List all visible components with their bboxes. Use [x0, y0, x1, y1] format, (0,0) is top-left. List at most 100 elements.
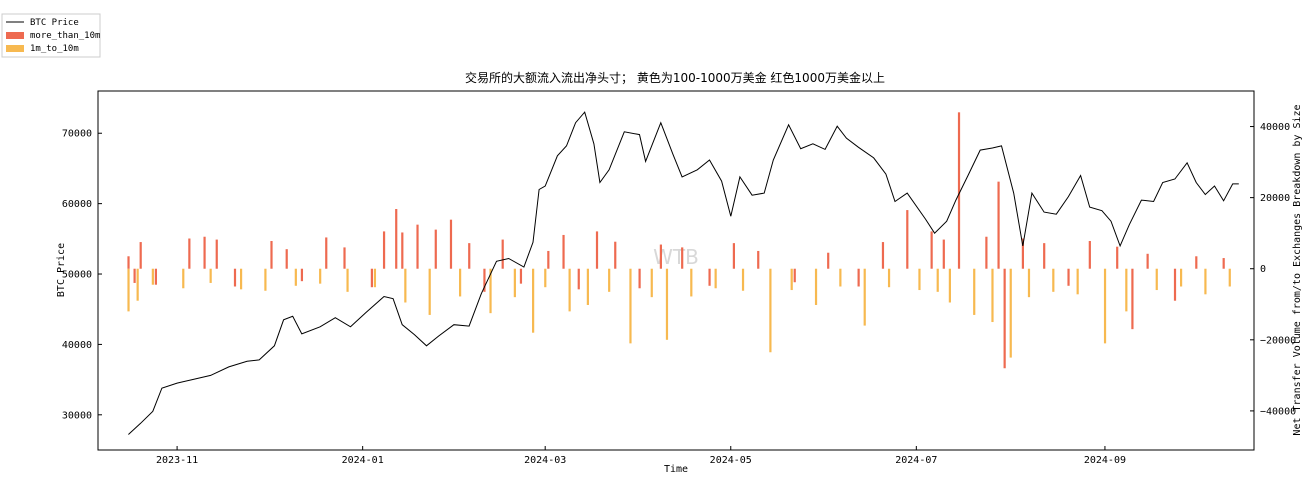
- bar-more-than-10m: [562, 234, 565, 269]
- y-left-axis-title: BTC Price: [56, 243, 67, 297]
- bar-1m-to-10m: [863, 268, 866, 326]
- bar-1m-to-10m: [459, 268, 462, 297]
- bar-1m-to-10m: [814, 268, 818, 305]
- bar-1m-to-10m: [136, 268, 139, 301]
- bar-more-than-10m: [401, 232, 404, 269]
- plot-frame: [97, 90, 1255, 451]
- bar-more-than-10m: [233, 268, 237, 287]
- bar-more-than-10m: [942, 239, 945, 269]
- bar-more-than-10m: [595, 231, 599, 269]
- price-line-group: [128, 111, 1239, 435]
- bar-1m-to-10m: [948, 268, 951, 303]
- bar-more-than-10m: [1131, 268, 1134, 330]
- bar-1m-to-10m: [544, 268, 547, 288]
- x-tick-label: 2024-09: [1084, 455, 1126, 466]
- legend-label-1m-to-10m: 1m_to_10m: [30, 44, 79, 54]
- bar-more-than-10m: [468, 243, 471, 269]
- bar-more-than-10m: [133, 268, 136, 283]
- bar-1m-to-10m: [239, 268, 243, 290]
- bar-1m-to-10m: [665, 268, 669, 340]
- x-tick-label: 2024-07: [895, 455, 937, 466]
- axes: 30000 40000 50000 60000 70000 40000 20000 0 −200…: [62, 122, 1296, 466]
- bar-more-than-10m: [127, 256, 130, 269]
- bar-more-than-10m: [1116, 246, 1119, 269]
- bar-more-than-10m: [501, 239, 504, 269]
- bar-more-than-10m: [300, 268, 304, 282]
- bar-1m-to-10m: [264, 268, 267, 291]
- bar-more-than-10m: [139, 242, 142, 269]
- bar-more-than-10m: [1043, 243, 1046, 269]
- bar-1m-to-10m: [489, 268, 492, 314]
- bar-more-than-10m: [827, 252, 830, 269]
- bar-more-than-10m: [881, 242, 885, 269]
- bar-more-than-10m: [708, 268, 711, 286]
- bar-1m-to-10m: [918, 268, 921, 291]
- bar-1m-to-10m: [973, 268, 976, 315]
- y-right-tick-label: −20000: [1260, 335, 1296, 346]
- x-axis-title: Time: [664, 464, 688, 475]
- bar-more-than-10m: [985, 236, 988, 269]
- bar-more-than-10m: [483, 268, 486, 292]
- bar-1m-to-10m: [839, 268, 842, 287]
- bar-more-than-10m: [793, 268, 796, 283]
- bar-more-than-10m: [434, 229, 437, 269]
- bar-more-than-10m: [659, 244, 662, 269]
- bar-more-than-10m: [395, 209, 398, 269]
- bar-more-than-10m: [1067, 268, 1070, 286]
- bar-more-than-10m: [906, 210, 909, 269]
- bar-1m-to-10m: [151, 268, 154, 285]
- bar-1m-to-10m: [346, 268, 349, 292]
- bar-more-than-10m: [681, 247, 684, 269]
- bar-more-than-10m: [1222, 258, 1225, 269]
- bar-1m-to-10m: [568, 268, 571, 312]
- y-left-tick-label: 60000: [62, 199, 92, 210]
- bar-more-than-10m: [325, 237, 328, 269]
- y-right-axis-title: Net Transfer Volume from/to Exchanges Br…: [1292, 104, 1303, 435]
- bar-1m-to-10m: [127, 268, 130, 312]
- bar-1m-to-10m: [991, 268, 994, 323]
- x-tick-label: 2024-03: [524, 455, 566, 466]
- bar-1m-to-10m: [182, 268, 185, 289]
- bar-1m-to-10m: [690, 268, 693, 297]
- bar-more-than-10m: [154, 268, 157, 285]
- bar-1m-to-10m: [1155, 268, 1158, 291]
- legend-label-price: BTC Price: [30, 18, 79, 28]
- bar-more-than-10m: [188, 238, 191, 269]
- bar-1m-to-10m: [936, 268, 939, 292]
- bar-more-than-10m: [519, 268, 523, 284]
- bar-more-than-10m: [1003, 268, 1006, 369]
- bar-1m-to-10m: [294, 268, 297, 286]
- bar-more-than-10m: [757, 250, 760, 269]
- y-right-tick-label: 20000: [1260, 193, 1290, 204]
- bar-more-than-10m: [215, 239, 218, 269]
- btc-price-line: [128, 111, 1239, 435]
- bar-1m-to-10m: [1009, 268, 1012, 358]
- bar-more-than-10m: [930, 231, 933, 269]
- x-tick-label: 2024-05: [710, 455, 752, 466]
- bar-more-than-10m: [547, 250, 550, 269]
- bar-1m-to-10m: [532, 268, 535, 333]
- y-left-tick-label: 40000: [62, 340, 92, 351]
- bar-more-than-10m: [997, 181, 1000, 269]
- y-left-tick-label: 30000: [62, 410, 92, 421]
- bar-1m-to-10m: [608, 268, 611, 292]
- bars-1m-to-10m: [127, 268, 1231, 358]
- bar-more-than-10m: [1088, 240, 1091, 269]
- bar-1m-to-10m: [373, 268, 377, 288]
- bar-more-than-10m: [957, 112, 961, 269]
- y-left-tick-label: 70000: [62, 129, 92, 140]
- bar-1m-to-10m: [741, 268, 745, 291]
- bar-more-than-10m: [416, 224, 419, 269]
- bar-more-than-10m: [203, 236, 206, 269]
- bar-1m-to-10m: [319, 268, 322, 284]
- x-tick-label: 2023-11: [156, 455, 198, 466]
- bar-1m-to-10m: [428, 268, 431, 315]
- legend-swatch-1m-to-10m: [6, 45, 24, 52]
- bar-1m-to-10m: [209, 268, 212, 283]
- bar-more-than-10m: [614, 241, 617, 269]
- bar-1m-to-10m: [1179, 268, 1183, 287]
- bar-1m-to-10m: [650, 268, 653, 298]
- bar-1m-to-10m: [714, 268, 717, 289]
- bar-1m-to-10m: [1027, 268, 1031, 298]
